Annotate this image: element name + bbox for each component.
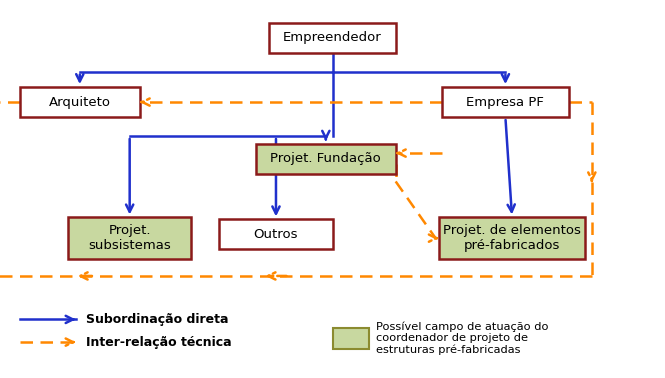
- Text: Empreendedor: Empreendedor: [283, 31, 382, 44]
- FancyBboxPatch shape: [439, 217, 585, 259]
- FancyBboxPatch shape: [20, 87, 140, 117]
- FancyBboxPatch shape: [442, 87, 569, 117]
- FancyBboxPatch shape: [68, 217, 192, 259]
- Text: Inter-relação técnica: Inter-relação técnica: [86, 336, 232, 349]
- Text: Projet. de elementos
pré-fabricados: Projet. de elementos pré-fabricados: [443, 224, 581, 252]
- FancyBboxPatch shape: [332, 328, 369, 349]
- Text: Possível campo de atuação do
coordenador de projeto de
estruturas pré-fabricadas: Possível campo de atuação do coordenador…: [376, 321, 548, 355]
- Text: Outros: Outros: [254, 228, 298, 241]
- Text: Projet. Fundação: Projet. Fundação: [271, 152, 381, 165]
- FancyBboxPatch shape: [269, 23, 396, 53]
- Text: Projet.
subsistemas: Projet. subsistemas: [88, 224, 171, 252]
- Text: Arquiteto: Arquiteto: [49, 96, 111, 108]
- FancyBboxPatch shape: [256, 144, 396, 174]
- FancyBboxPatch shape: [219, 219, 332, 249]
- Text: Empresa PF: Empresa PF: [466, 96, 545, 108]
- Text: Subordinação direta: Subordinação direta: [86, 313, 229, 326]
